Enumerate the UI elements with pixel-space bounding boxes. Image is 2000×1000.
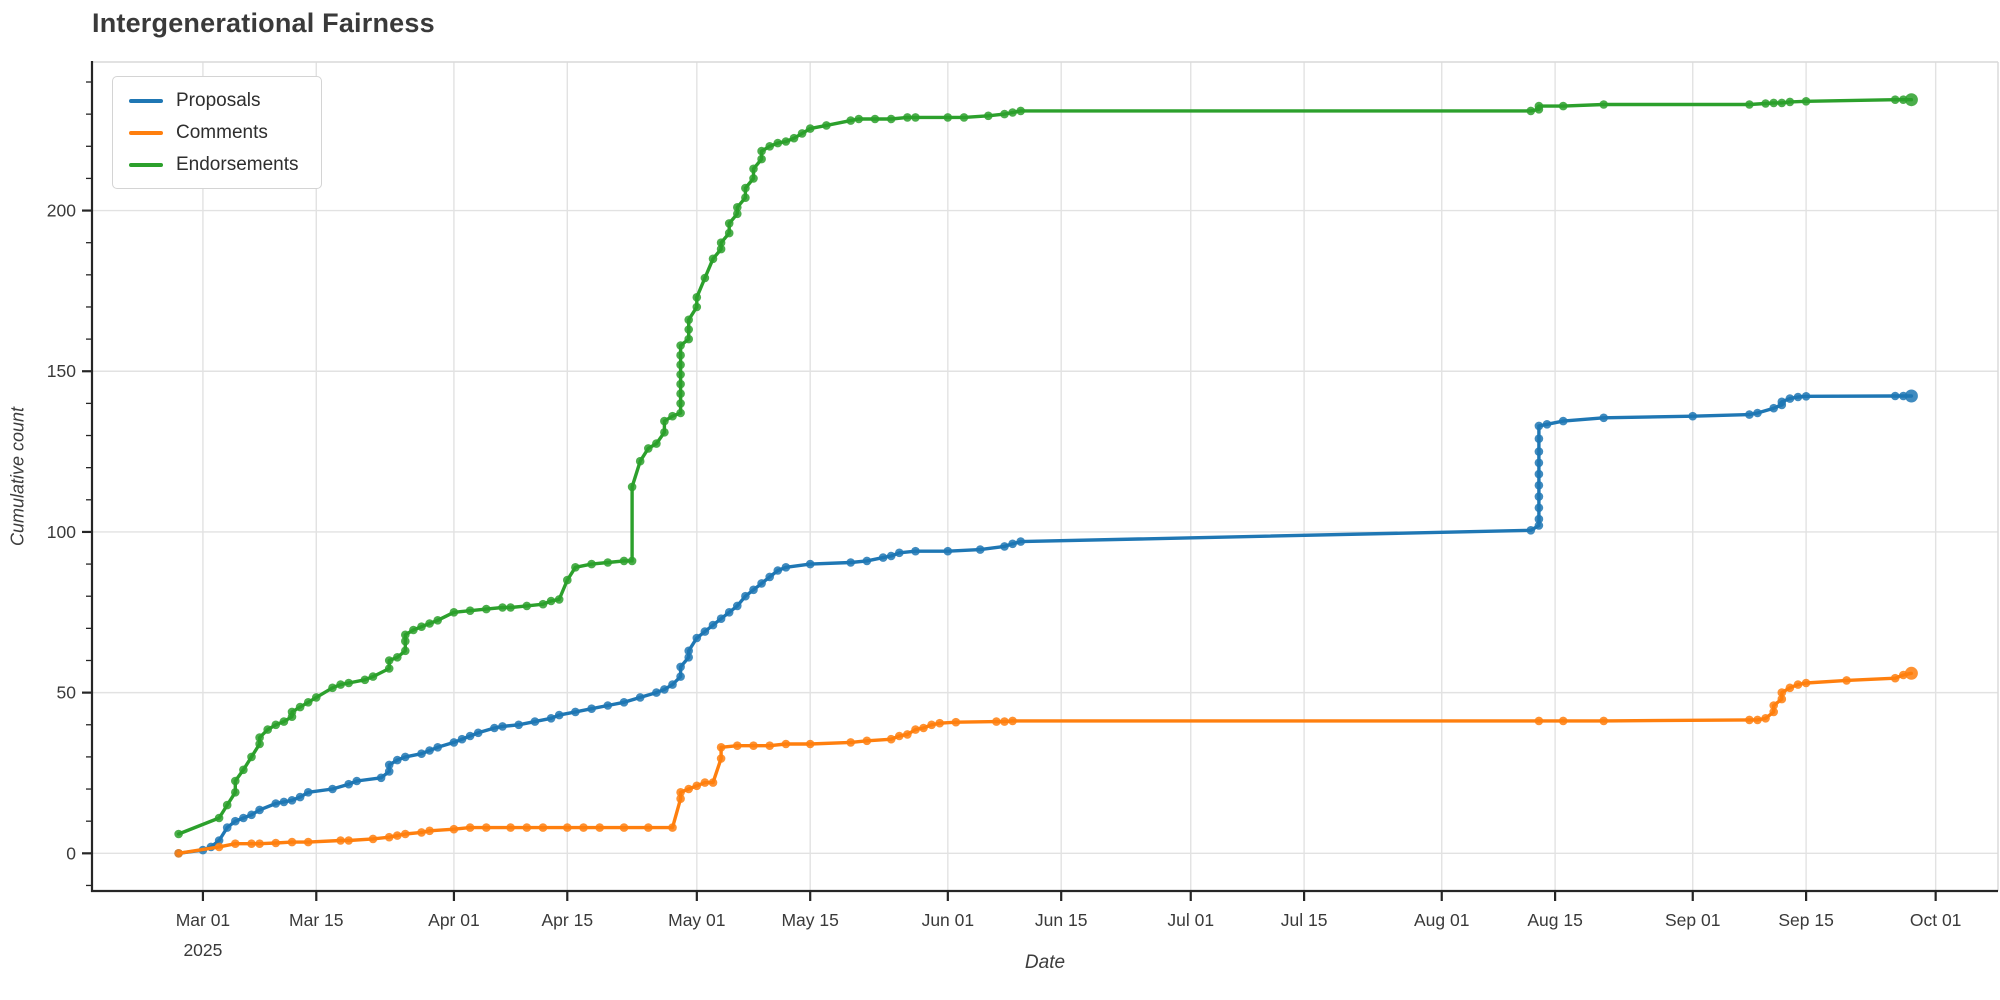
x-tick-label-14: Oct 01 xyxy=(1910,910,1962,930)
series-comments xyxy=(174,666,1918,858)
x-tick-label-10: Aug 01 xyxy=(1414,910,1469,930)
series-proposals xyxy=(174,389,1918,858)
y-axis-label: Cumulative count xyxy=(7,406,28,547)
x-tick-label-1: Mar 15 xyxy=(289,910,343,930)
legend-swatch-icon xyxy=(129,98,163,103)
x-axis-label: Date xyxy=(1024,952,1066,973)
x-tick-label-11: Aug 15 xyxy=(1527,910,1582,930)
legend-swatch-icon xyxy=(129,162,163,167)
legend-item-endorsements: Endorsements xyxy=(129,155,299,174)
y-tick-label-4: 200 xyxy=(47,201,76,221)
legend-item-proposals: Proposals xyxy=(129,91,299,110)
gridlines xyxy=(92,62,1998,891)
series-endorsements xyxy=(174,93,1918,839)
legend-item-comments: Comments xyxy=(129,123,299,142)
x-tick-label-3: Apr 15 xyxy=(542,910,594,930)
x-tick-label-8: Jul 01 xyxy=(1167,910,1214,930)
chart-title: Intergenerational Fairness xyxy=(92,8,435,38)
legend-label: Comments xyxy=(176,122,268,143)
legend-label: Proposals xyxy=(176,90,261,111)
x-tick-label-12: Sep 01 xyxy=(1665,910,1720,930)
y-tick-label-1: 50 xyxy=(57,683,77,703)
x-tick-label-6: Jun 01 xyxy=(922,910,975,930)
legend-label: Endorsements xyxy=(176,154,299,175)
x-tick-label-13: Sep 15 xyxy=(1778,910,1833,930)
tick-labels: Mar 01 2025 Mar 15 Apr 01 Apr 15 May 01 May 15… xyxy=(47,201,1962,960)
x-tick-label-9: Jul 15 xyxy=(1281,910,1328,930)
legend-swatch-icon xyxy=(129,130,163,135)
x-tick-label-2: Apr 01 xyxy=(428,910,480,930)
x-tick-label-0: Mar 01 xyxy=(176,910,230,930)
y-tick-label-0: 0 xyxy=(66,843,76,863)
legend: Proposals Comments Endorsements xyxy=(112,76,322,189)
x-tick-label-4: May 01 xyxy=(668,910,725,930)
x-tick-label-7: Jun 15 xyxy=(1035,910,1088,930)
y-tick-label-3: 150 xyxy=(47,361,76,381)
x-tick-sublabel-0: 2025 xyxy=(183,940,222,960)
x-tick-label-5: May 15 xyxy=(781,910,838,930)
axes xyxy=(82,61,1999,901)
y-tick-label-2: 100 xyxy=(47,522,76,542)
series-lines xyxy=(174,93,1918,858)
